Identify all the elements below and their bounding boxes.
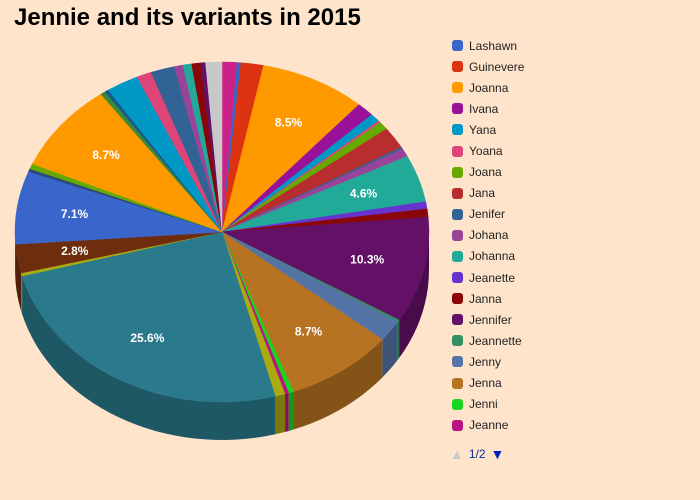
legend-item[interactable]: Johanna [452, 246, 524, 267]
legend-swatch [452, 356, 463, 368]
legend-swatch [452, 166, 463, 178]
legend-swatch [452, 377, 463, 389]
legend-label: Johanna [469, 249, 516, 264]
legend-item[interactable]: Guinevere [452, 56, 524, 77]
pie-side-wall [275, 393, 286, 435]
pie-side-wall [21, 273, 23, 315]
legend-label: Jeanette [469, 270, 516, 285]
pie-side-wall [22, 276, 276, 440]
legend-swatch [452, 40, 463, 52]
legend-item[interactable]: Jenna [452, 373, 524, 394]
legend-swatch [452, 272, 463, 284]
legend-swatch [452, 335, 463, 347]
legend-item[interactable]: Jeannette [452, 330, 524, 351]
legend-label: Yana [469, 122, 497, 137]
pie-side-wall [397, 319, 400, 360]
legend-swatch [452, 419, 463, 431]
legend-item[interactable]: Yana [452, 119, 524, 140]
pie-top [14, 61, 430, 403]
pie-slice[interactable] [31, 93, 223, 233]
slice-data-label: 4.6% [350, 187, 378, 201]
legend-item[interactable]: Jana [452, 183, 524, 204]
chart-title: Jennie and its variants in 2015 [14, 4, 361, 31]
legend-label: Jenifer [469, 207, 506, 222]
legend-label: Johana [469, 228, 509, 243]
pie-slice[interactable] [21, 231, 276, 403]
pie-slice[interactable] [205, 61, 223, 233]
legend-label: Jeanne [469, 418, 509, 433]
legend-label: Jenni [469, 397, 498, 412]
legend-label: Joanna [469, 80, 509, 95]
legend-swatch [452, 187, 463, 199]
pie-side-wall [293, 339, 383, 430]
triangle-up-icon[interactable]: ▲ [450, 446, 464, 462]
legend-item[interactable]: Jenifer [452, 204, 524, 225]
legend: Lashawn Guinevere Joanna Ivana Yana Yoana Joan… [452, 35, 524, 436]
legend-item[interactable]: Ivana [452, 98, 524, 119]
legend-label: Jennifer [469, 312, 512, 327]
triangle-down-icon[interactable]: ▼ [490, 446, 505, 462]
legend-swatch [452, 145, 463, 157]
pie-slice[interactable] [221, 216, 430, 321]
legend-item[interactable]: Jennifer [452, 309, 524, 330]
legend-pager: ▲ 1/2 ▼ [450, 447, 504, 461]
slice-data-label: 2.8% [61, 244, 89, 258]
legend-swatch [452, 293, 463, 305]
legend-item[interactable]: Jeanne [452, 415, 524, 436]
legend-item[interactable]: Jeanette [452, 267, 524, 288]
legend-swatch [452, 103, 463, 115]
slice-data-label: 10.3% [350, 253, 384, 267]
legend-item[interactable]: Joana [452, 162, 524, 183]
legend-label: Guinevere [469, 59, 525, 74]
legend-item[interactable]: Jenny [452, 351, 524, 372]
legend-label: Jenna [469, 376, 502, 391]
legend-item[interactable]: Joanna [452, 77, 524, 98]
legend-label: Janna [469, 291, 502, 306]
legend-item[interactable]: Lashawn [452, 35, 524, 56]
legend-label: Joana [469, 165, 502, 180]
legend-swatch [452, 124, 463, 136]
legend-swatch [452, 229, 463, 241]
legend-item[interactable]: Janna [452, 288, 524, 309]
slice-data-label: 8.5% [275, 116, 303, 130]
legend-label: Yoana [469, 144, 503, 159]
pager-text: 1/2 [468, 447, 486, 461]
pie-side-wall [288, 391, 294, 431]
legend-swatch [452, 398, 463, 410]
slice-data-label: 8.7% [295, 325, 323, 339]
legend-label: Jeannette [469, 333, 522, 348]
legend-swatch [452, 314, 463, 326]
legend-label: Ivana [469, 101, 499, 116]
legend-item[interactable]: Johana [452, 225, 524, 246]
legend-label: Jana [469, 186, 496, 201]
legend-swatch [452, 82, 463, 94]
pie-side-wall [285, 392, 289, 432]
slice-data-label: 7.1% [61, 207, 89, 221]
legend-swatch [452, 250, 463, 262]
pie-side-wall [399, 232, 429, 358]
pie-side-wall [15, 244, 22, 312]
legend-swatch [452, 61, 463, 73]
pie-labels: 8.5% 4.6% 10.3% 8.7% 25.6% 2.8% 7.1% 8.7% [61, 116, 385, 346]
legend-item[interactable]: Yoana [452, 140, 524, 161]
pie-slice[interactable] [221, 231, 383, 392]
legend-swatch [452, 208, 463, 220]
slice-data-label: 25.6% [130, 331, 164, 345]
pie-slice[interactable] [221, 65, 360, 233]
legend-label: Lashawn [469, 38, 518, 53]
legend-label: Jenny [469, 354, 502, 369]
slice-data-label: 8.7% [92, 148, 120, 162]
legend-item[interactable]: Jenni [452, 394, 524, 415]
